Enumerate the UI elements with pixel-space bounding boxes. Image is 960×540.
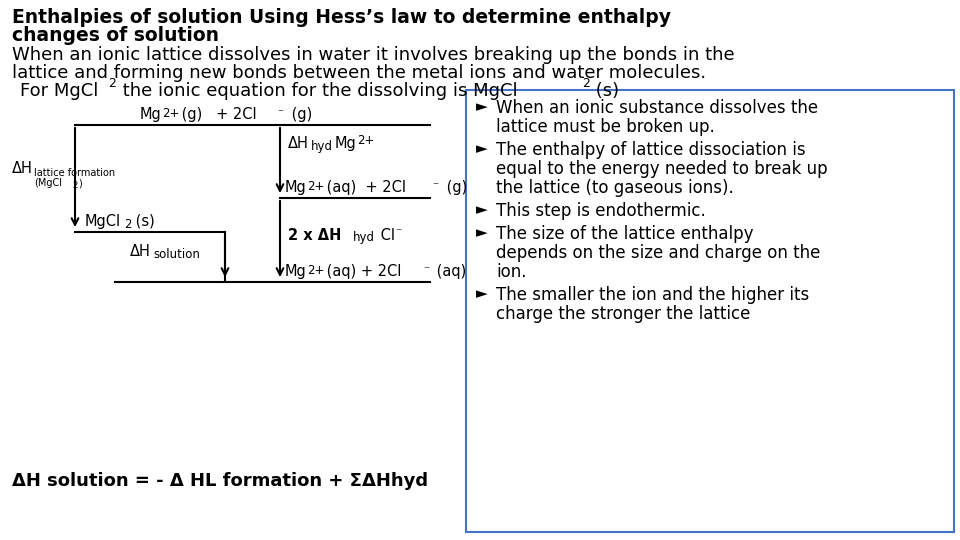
Text: ): ) [78, 179, 82, 188]
Text: 2: 2 [582, 77, 589, 90]
Text: Enthalpies of solution Using Hess’s law to determine enthalpy: Enthalpies of solution Using Hess’s law … [12, 8, 671, 27]
Text: (g): (g) [442, 180, 468, 195]
Text: depends on the size and charge on the: depends on the size and charge on the [496, 244, 821, 262]
Text: The enthalpy of lattice dissociation is: The enthalpy of lattice dissociation is [496, 141, 805, 159]
Text: changes of solution: changes of solution [12, 26, 219, 45]
FancyBboxPatch shape [466, 90, 954, 532]
Text: ⁻: ⁻ [277, 107, 283, 120]
Text: hyd: hyd [353, 232, 375, 245]
Text: (g): (g) [287, 107, 312, 122]
Text: ►: ► [476, 99, 488, 114]
Text: MgCl: MgCl [85, 214, 121, 229]
Text: (s): (s) [590, 82, 619, 100]
Text: ΔH: ΔH [12, 161, 33, 176]
Text: ⁻: ⁻ [423, 264, 429, 277]
Text: ΔH: ΔH [130, 245, 151, 260]
Text: ►: ► [476, 202, 488, 217]
Text: Mg: Mg [285, 180, 307, 195]
Text: 2+: 2+ [162, 107, 180, 120]
Text: (s): (s) [131, 214, 155, 229]
Text: (aq)  + 2Cl: (aq) + 2Cl [322, 180, 406, 195]
Text: lattice and forming new bonds between the metal ions and water molecules.: lattice and forming new bonds between th… [12, 64, 707, 82]
Text: Mg: Mg [140, 107, 161, 122]
Text: ⁻: ⁻ [395, 226, 401, 240]
Text: 2: 2 [72, 181, 77, 190]
Text: 2+: 2+ [307, 264, 324, 277]
Text: charge the stronger the lattice: charge the stronger the lattice [496, 305, 751, 323]
Text: The smaller the ion and the higher its: The smaller the ion and the higher its [496, 286, 809, 304]
Text: the lattice (to gaseous ions).: the lattice (to gaseous ions). [496, 179, 733, 197]
Text: (aq): (aq) [432, 264, 467, 279]
Text: ΔH: ΔH [288, 136, 309, 151]
Text: hyd: hyd [311, 140, 333, 153]
Text: solution: solution [153, 248, 200, 261]
Text: lattice formation: lattice formation [34, 167, 115, 178]
Text: 2+: 2+ [307, 180, 324, 193]
Text: the ionic equation for the dissolving is MgCl: the ionic equation for the dissolving is… [117, 82, 517, 100]
Text: Cl: Cl [376, 227, 395, 242]
Text: When an ionic substance dissolves the: When an ionic substance dissolves the [496, 99, 818, 117]
Text: lattice must be broken up.: lattice must be broken up. [496, 118, 715, 136]
Text: 2+: 2+ [357, 134, 374, 147]
Text: ►: ► [476, 225, 488, 240]
Text: This step is endothermic.: This step is endothermic. [496, 202, 706, 220]
Text: (aq) + 2Cl: (aq) + 2Cl [322, 264, 401, 279]
Text: For MgCl: For MgCl [20, 82, 98, 100]
Text: ►: ► [476, 286, 488, 301]
Text: Mg: Mg [335, 136, 357, 151]
Text: 2 x ΔH: 2 x ΔH [288, 227, 342, 242]
Text: ►: ► [476, 141, 488, 156]
Text: equal to the energy needed to break up: equal to the energy needed to break up [496, 160, 828, 178]
Text: 2: 2 [108, 77, 116, 90]
Text: Mg: Mg [285, 264, 307, 279]
Text: (MgCl: (MgCl [34, 179, 62, 188]
Text: When an ionic lattice dissolves in water it involves breaking up the bonds in th: When an ionic lattice dissolves in water… [12, 46, 734, 64]
Text: ion.: ion. [496, 263, 526, 281]
Text: 2: 2 [124, 218, 132, 231]
Text: ΔH solution = - Δ HL formation + ΣΔHhyd: ΔH solution = - Δ HL formation + ΣΔHhyd [12, 472, 428, 490]
Text: The size of the lattice enthalpy: The size of the lattice enthalpy [496, 225, 754, 243]
Text: ⁻: ⁻ [432, 180, 439, 193]
Text: (g)   + 2Cl: (g) + 2Cl [177, 107, 256, 122]
